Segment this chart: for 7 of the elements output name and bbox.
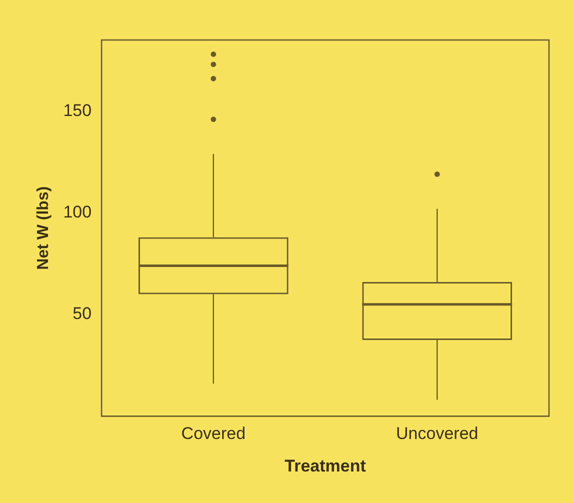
y-tick-label: 150 — [63, 100, 92, 120]
y-tick-label: 50 — [72, 304, 92, 324]
y-tick-label: 100 — [63, 202, 92, 222]
y-axis-title: Net W (lbs) — [35, 186, 52, 270]
x-tick-label: Uncovered — [396, 424, 478, 444]
x-tick-label: Covered — [181, 424, 246, 444]
x-axis-title: Treatment — [284, 456, 366, 476]
